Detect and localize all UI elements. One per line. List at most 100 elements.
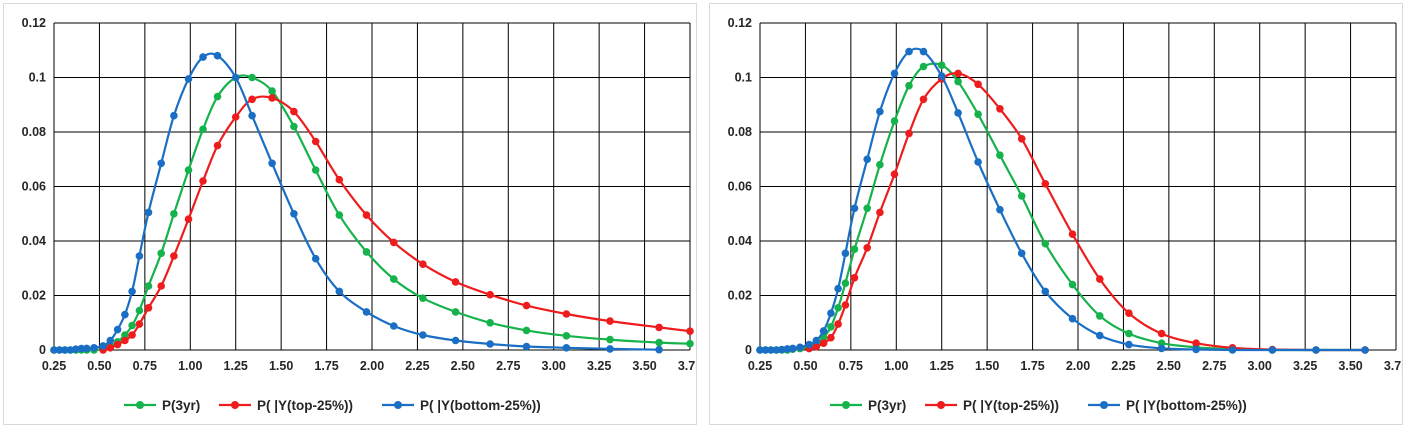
data-point xyxy=(362,308,371,316)
line-chart-right: 0.25 0.50 0.75 1.00 1.25 1.50 1.75 2.00 2.25 2.50… xyxy=(728,16,1402,413)
legend-label: P( |Y(top-25%)) xyxy=(257,398,353,413)
data-point xyxy=(1041,180,1050,188)
data-point xyxy=(99,342,107,350)
data-point xyxy=(1125,329,1133,338)
y-tick-label: 0.1 xyxy=(29,71,46,85)
data-point xyxy=(77,344,86,353)
x-tick-label: 3.50 xyxy=(1338,359,1362,373)
legend-label: P( |Y(bottom-25%)) xyxy=(420,398,541,413)
data-point xyxy=(390,275,398,283)
data-point xyxy=(390,322,398,330)
data-point xyxy=(335,211,344,219)
data-point xyxy=(90,344,98,352)
data-point xyxy=(1125,309,1133,318)
data-point xyxy=(863,204,871,213)
data-point xyxy=(121,331,129,339)
data-point xyxy=(919,62,928,71)
legend-entry: P( |Y(top-25%)) xyxy=(925,398,1059,413)
legend-marker xyxy=(1100,401,1108,409)
data-point xyxy=(788,344,797,353)
legend-marker xyxy=(136,401,144,409)
data-point xyxy=(841,249,850,258)
data-point xyxy=(1228,346,1237,354)
data-point xyxy=(335,287,344,296)
data-point xyxy=(876,208,884,217)
data-point xyxy=(335,175,344,184)
data-point xyxy=(170,111,178,120)
series-2 xyxy=(756,47,1369,354)
legend-entry: P( |Y(bottom-25%)) xyxy=(1088,398,1247,413)
y-tick-label: 0.12 xyxy=(728,16,752,30)
legend-label: P( |Y(top-25%)) xyxy=(963,398,1059,413)
data-point xyxy=(82,344,91,353)
data-point xyxy=(937,72,946,80)
data-point xyxy=(231,113,240,121)
legend-marker xyxy=(394,401,402,409)
data-point xyxy=(184,215,193,223)
data-point xyxy=(954,109,962,117)
x-tick-label: 3.00 xyxy=(542,359,566,373)
data-point xyxy=(135,252,144,260)
data-point xyxy=(827,333,835,342)
x-tick-label: 1.00 xyxy=(884,359,908,373)
data-point xyxy=(128,321,136,330)
x-tick-label: 0.25 xyxy=(42,359,66,373)
data-point xyxy=(841,301,850,309)
data-point xyxy=(121,336,129,345)
series-1 xyxy=(99,94,694,354)
data-point xyxy=(213,141,222,150)
data-point xyxy=(812,342,821,351)
data-point xyxy=(419,260,427,269)
data-point xyxy=(213,92,222,101)
data-point xyxy=(61,346,69,354)
data-point xyxy=(419,294,427,303)
data-point xyxy=(1041,239,1050,248)
x-tick-label: 3.25 xyxy=(1293,359,1317,373)
data-point xyxy=(522,301,531,310)
x-tick-label: 0.50 xyxy=(793,359,817,373)
y-tick-label: 0 xyxy=(745,343,752,357)
data-point xyxy=(606,345,614,353)
data-point xyxy=(905,47,913,56)
data-point xyxy=(199,177,207,185)
data-point xyxy=(850,245,859,253)
data-point xyxy=(290,107,298,116)
data-point xyxy=(486,340,494,348)
legend-label: P( |Y(bottom-25%)) xyxy=(1126,398,1247,413)
data-point xyxy=(937,61,946,69)
x-tick-label: 1.75 xyxy=(314,359,338,373)
data-point xyxy=(135,320,144,328)
data-point xyxy=(686,339,694,348)
data-point xyxy=(248,73,256,82)
data-point xyxy=(144,282,153,290)
series-2 xyxy=(50,51,663,354)
data-point xyxy=(106,344,115,352)
legend-entry: P( |Y(top-25%)) xyxy=(219,398,353,413)
data-point xyxy=(850,274,859,282)
y-tick-label: 0.06 xyxy=(22,180,46,194)
data-point xyxy=(199,125,207,134)
data-point xyxy=(863,155,871,164)
data-point xyxy=(796,343,804,352)
x-tick-label: 2.00 xyxy=(360,359,384,373)
x-tick-label: 2.75 xyxy=(1202,359,1226,373)
legend-marker xyxy=(842,401,850,409)
data-point xyxy=(827,309,835,318)
data-point xyxy=(128,287,136,296)
data-point xyxy=(268,159,276,168)
data-point xyxy=(362,248,371,256)
series-line xyxy=(808,72,1366,352)
data-point xyxy=(890,117,899,125)
data-point xyxy=(419,331,427,339)
data-point xyxy=(834,320,842,328)
data-point xyxy=(290,210,298,218)
data-point xyxy=(1068,230,1077,238)
data-point xyxy=(562,344,571,352)
x-tick-label: 2.25 xyxy=(405,359,429,373)
data-point xyxy=(1268,346,1277,354)
data-point xyxy=(919,47,928,56)
data-point xyxy=(655,323,663,332)
x-tick-label: 2.50 xyxy=(1157,359,1181,373)
y-tick-label: 0.02 xyxy=(22,289,46,303)
data-point xyxy=(451,336,460,345)
